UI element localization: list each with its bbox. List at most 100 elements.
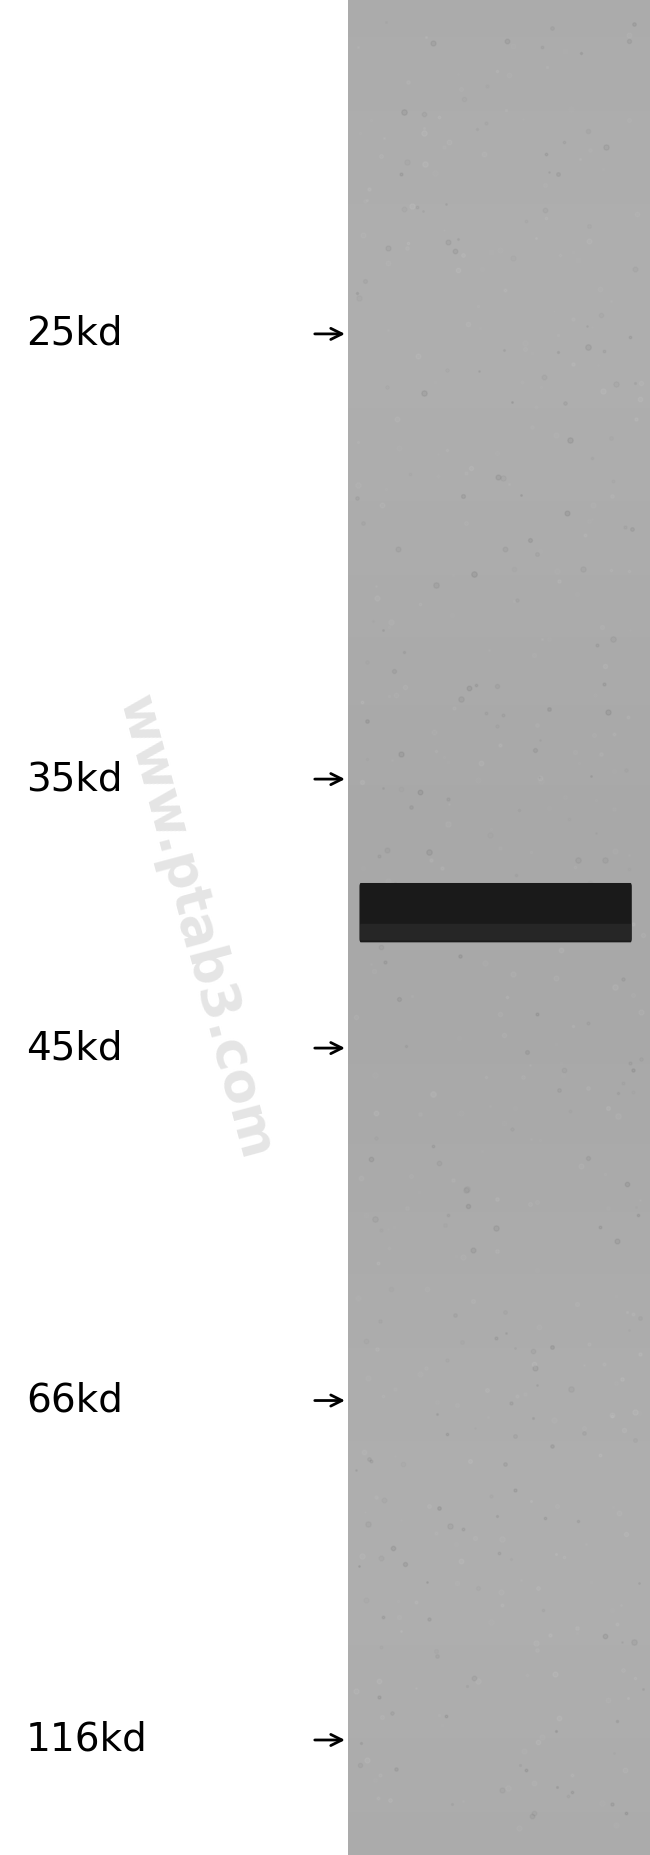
Bar: [348, 662, 650, 668]
Bar: [348, 352, 650, 358]
Bar: [348, 297, 650, 302]
Bar: [348, 1360, 650, 1367]
Bar: [348, 1267, 650, 1274]
Bar: [348, 310, 650, 315]
Bar: [348, 414, 650, 421]
Bar: [348, 87, 650, 93]
Bar: [348, 403, 650, 408]
Bar: [348, 482, 650, 488]
Bar: [348, 390, 650, 395]
Bar: [348, 61, 650, 69]
Bar: [348, 1571, 650, 1577]
Bar: [348, 1651, 650, 1657]
Bar: [348, 1608, 650, 1614]
Bar: [348, 1688, 650, 1694]
Bar: [348, 217, 650, 223]
Bar: [348, 365, 650, 371]
Bar: [348, 1323, 650, 1330]
Bar: [348, 69, 650, 74]
Bar: [348, 723, 650, 729]
Bar: [348, 315, 650, 321]
Bar: [348, 117, 650, 124]
Bar: [348, 260, 650, 265]
Bar: [348, 1725, 650, 1731]
Bar: [348, 1274, 650, 1280]
Bar: [348, 599, 650, 607]
Bar: [348, 1849, 650, 1855]
Bar: [348, 1762, 650, 1768]
Bar: [348, 56, 650, 61]
Bar: [348, 1230, 650, 1237]
Bar: [348, 148, 650, 154]
Bar: [348, 1119, 650, 1126]
Bar: [348, 1193, 650, 1200]
Bar: [348, 1701, 650, 1707]
Bar: [348, 1286, 650, 1293]
Bar: [348, 922, 650, 928]
Bar: [348, 1632, 650, 1638]
Bar: [348, 1471, 650, 1478]
Bar: [348, 1558, 650, 1564]
Bar: [348, 1836, 650, 1842]
Bar: [348, 636, 650, 644]
Bar: [348, 1540, 650, 1545]
Bar: [348, 74, 650, 80]
Bar: [348, 970, 650, 978]
Bar: [348, 1317, 650, 1323]
Bar: [348, 644, 650, 649]
Bar: [348, 996, 650, 1002]
Bar: [348, 321, 650, 328]
Bar: [348, 1534, 650, 1540]
Bar: [348, 736, 650, 742]
Bar: [348, 1818, 650, 1823]
Bar: [348, 1243, 650, 1248]
Bar: [348, 191, 650, 198]
Bar: [348, 562, 650, 569]
Bar: [348, 1842, 650, 1849]
Bar: [348, 506, 650, 514]
Bar: [348, 774, 650, 779]
Bar: [348, 236, 650, 241]
Bar: [348, 302, 650, 310]
Bar: [348, 673, 650, 681]
Bar: [348, 532, 650, 538]
Bar: [348, 1423, 650, 1428]
Bar: [348, 803, 650, 811]
Bar: [348, 538, 650, 544]
Bar: [348, 544, 650, 551]
Bar: [348, 866, 650, 872]
Bar: [348, 278, 650, 284]
Bar: [348, 1100, 650, 1107]
Bar: [348, 1577, 650, 1582]
Bar: [348, 514, 650, 519]
Bar: [348, 421, 650, 427]
Bar: [348, 1720, 650, 1725]
Bar: [348, 575, 650, 581]
Bar: [348, 1582, 650, 1590]
Bar: [348, 1033, 650, 1039]
Bar: [348, 124, 650, 130]
Bar: [348, 1076, 650, 1081]
Bar: [348, 1553, 650, 1558]
Bar: [348, 718, 650, 723]
Bar: [348, 816, 650, 822]
Bar: [348, 254, 650, 260]
Bar: [348, 1682, 650, 1688]
Bar: [348, 1670, 650, 1675]
Bar: [348, 1397, 650, 1404]
Bar: [348, 649, 650, 655]
Bar: [348, 1490, 650, 1497]
Bar: [348, 1675, 650, 1682]
Bar: [348, 0, 650, 6]
Bar: [348, 440, 650, 445]
Bar: [348, 1187, 650, 1193]
Bar: [348, 1564, 650, 1571]
Bar: [348, 705, 650, 710]
Bar: [348, 1812, 650, 1818]
Bar: [348, 1831, 650, 1836]
Bar: [348, 93, 650, 98]
Bar: [348, 1781, 650, 1786]
Bar: [348, 853, 650, 859]
Bar: [348, 458, 650, 464]
Bar: [348, 1169, 650, 1174]
